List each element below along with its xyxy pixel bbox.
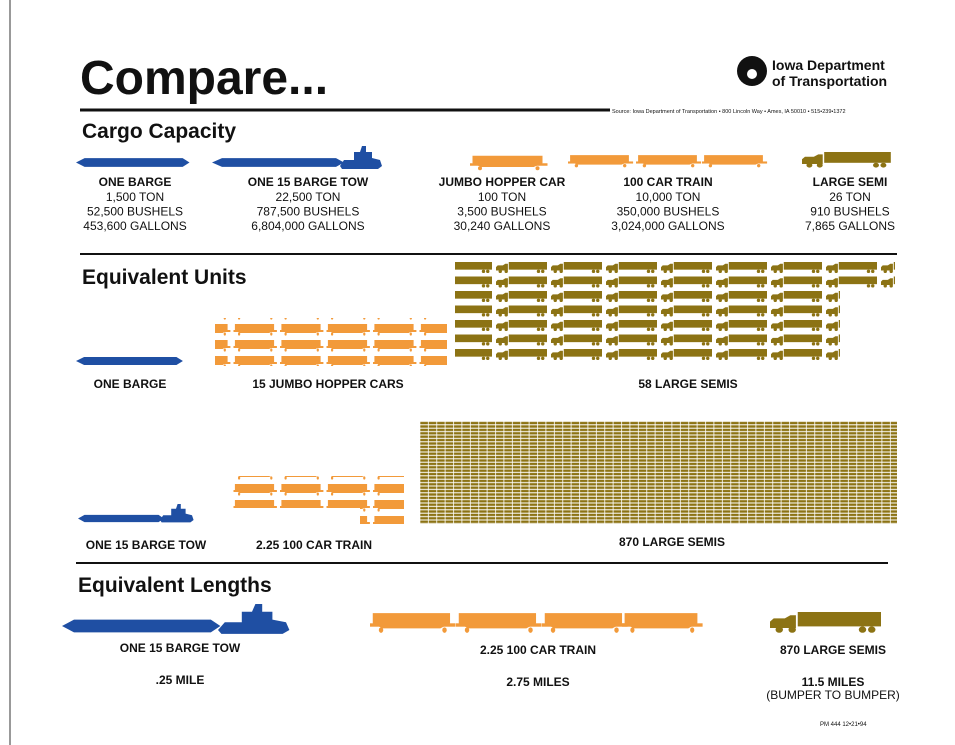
barge-icon: [76, 357, 183, 365]
item-name: JUMBO HOPPER CAR: [439, 175, 566, 189]
section-heading: Equivalent Lengths: [78, 574, 272, 597]
item-figure: 910 BUSHELS: [810, 205, 889, 219]
unit-label: 15 JUMBO HOPPER CARS: [252, 377, 403, 391]
tug-icon: [340, 146, 382, 169]
semi-group: [455, 290, 840, 363]
train-group: [232, 476, 404, 508]
source: Source: Iowa Department of Transportatio…: [612, 109, 846, 115]
page: Compare... Iowa Department of Transporta…: [0, 0, 955, 745]
item-figure: 7,865 GALLONS: [805, 219, 895, 233]
length-value: 2.75 MILES: [506, 675, 569, 689]
semi-icon: [770, 612, 881, 633]
tow-icon: [62, 620, 220, 633]
logo-mark: [747, 69, 757, 79]
item-figure: 10,000 TON: [636, 190, 701, 204]
item-figure: 1,500 TON: [106, 190, 164, 204]
length-value: .25 MILE: [156, 673, 205, 687]
item-figure: 52,500 BUSHELS: [87, 205, 183, 219]
item-figure: 453,600 GALLONS: [83, 219, 186, 233]
logo-text: of Transportation: [772, 73, 887, 89]
train-icon: [636, 155, 701, 167]
train-group: [360, 508, 404, 524]
semi-block: [420, 421, 897, 524]
unit-label: ONE BARGE: [94, 377, 167, 391]
item-figure: 100 TON: [478, 190, 526, 204]
item-figure: 350,000 BUSHELS: [617, 205, 720, 219]
length-label: 870 LARGE SEMIS: [780, 643, 886, 657]
tug-icon: [160, 504, 194, 522]
item-name: ONE 15 BARGE TOW: [248, 175, 369, 189]
item-name: LARGE SEMI: [813, 175, 888, 189]
item-figure: 22,500 TON: [276, 190, 341, 204]
section-heading: Cargo Capacity: [82, 120, 236, 143]
length-note: (BUMPER TO BUMPER): [766, 688, 900, 702]
footer: PM 444 12•21•94: [820, 722, 867, 728]
train-icon: [456, 613, 542, 633]
semi-group: [455, 261, 895, 291]
train-icon: [568, 155, 633, 167]
item-figure: 30,240 GALLONS: [454, 219, 551, 233]
barge-icon: [76, 158, 190, 167]
train-icon: [702, 155, 767, 167]
train-icon: [542, 613, 628, 633]
item-figure: 6,804,000 GALLONS: [251, 219, 364, 233]
tug-icon: [218, 604, 289, 634]
length-value: 11.5 MILES: [802, 675, 865, 689]
item-figure: 3,024,000 GALLONS: [611, 219, 724, 233]
logo-text: Iowa Department: [772, 57, 885, 73]
tow-icon: [78, 515, 164, 522]
item-name: ONE BARGE: [99, 175, 172, 189]
tow-icon: [212, 158, 344, 167]
item-name: 100 CAR TRAIN: [623, 175, 712, 189]
hopper-icon: [470, 156, 548, 171]
section-heading: Equivalent Units: [82, 266, 247, 289]
train-icon: [622, 613, 703, 633]
length-label: 2.25 100 CAR TRAIN: [480, 643, 596, 657]
hopper-group: [215, 318, 447, 366]
unit-label: ONE 15 BARGE TOW: [86, 538, 207, 552]
item-figure: 26 TON: [829, 190, 871, 204]
unit-label: 2.25 100 CAR TRAIN: [256, 538, 372, 552]
semi-icon: [802, 152, 891, 168]
item-figure: 787,500 BUSHELS: [257, 205, 360, 219]
length-label: ONE 15 BARGE TOW: [120, 641, 241, 655]
unit-label: 870 LARGE SEMIS: [619, 535, 725, 549]
train-icon: [370, 613, 456, 633]
title: Compare...: [80, 52, 328, 105]
unit-label: 58 LARGE SEMIS: [638, 377, 737, 391]
item-figure: 3,500 BUSHELS: [457, 205, 546, 219]
